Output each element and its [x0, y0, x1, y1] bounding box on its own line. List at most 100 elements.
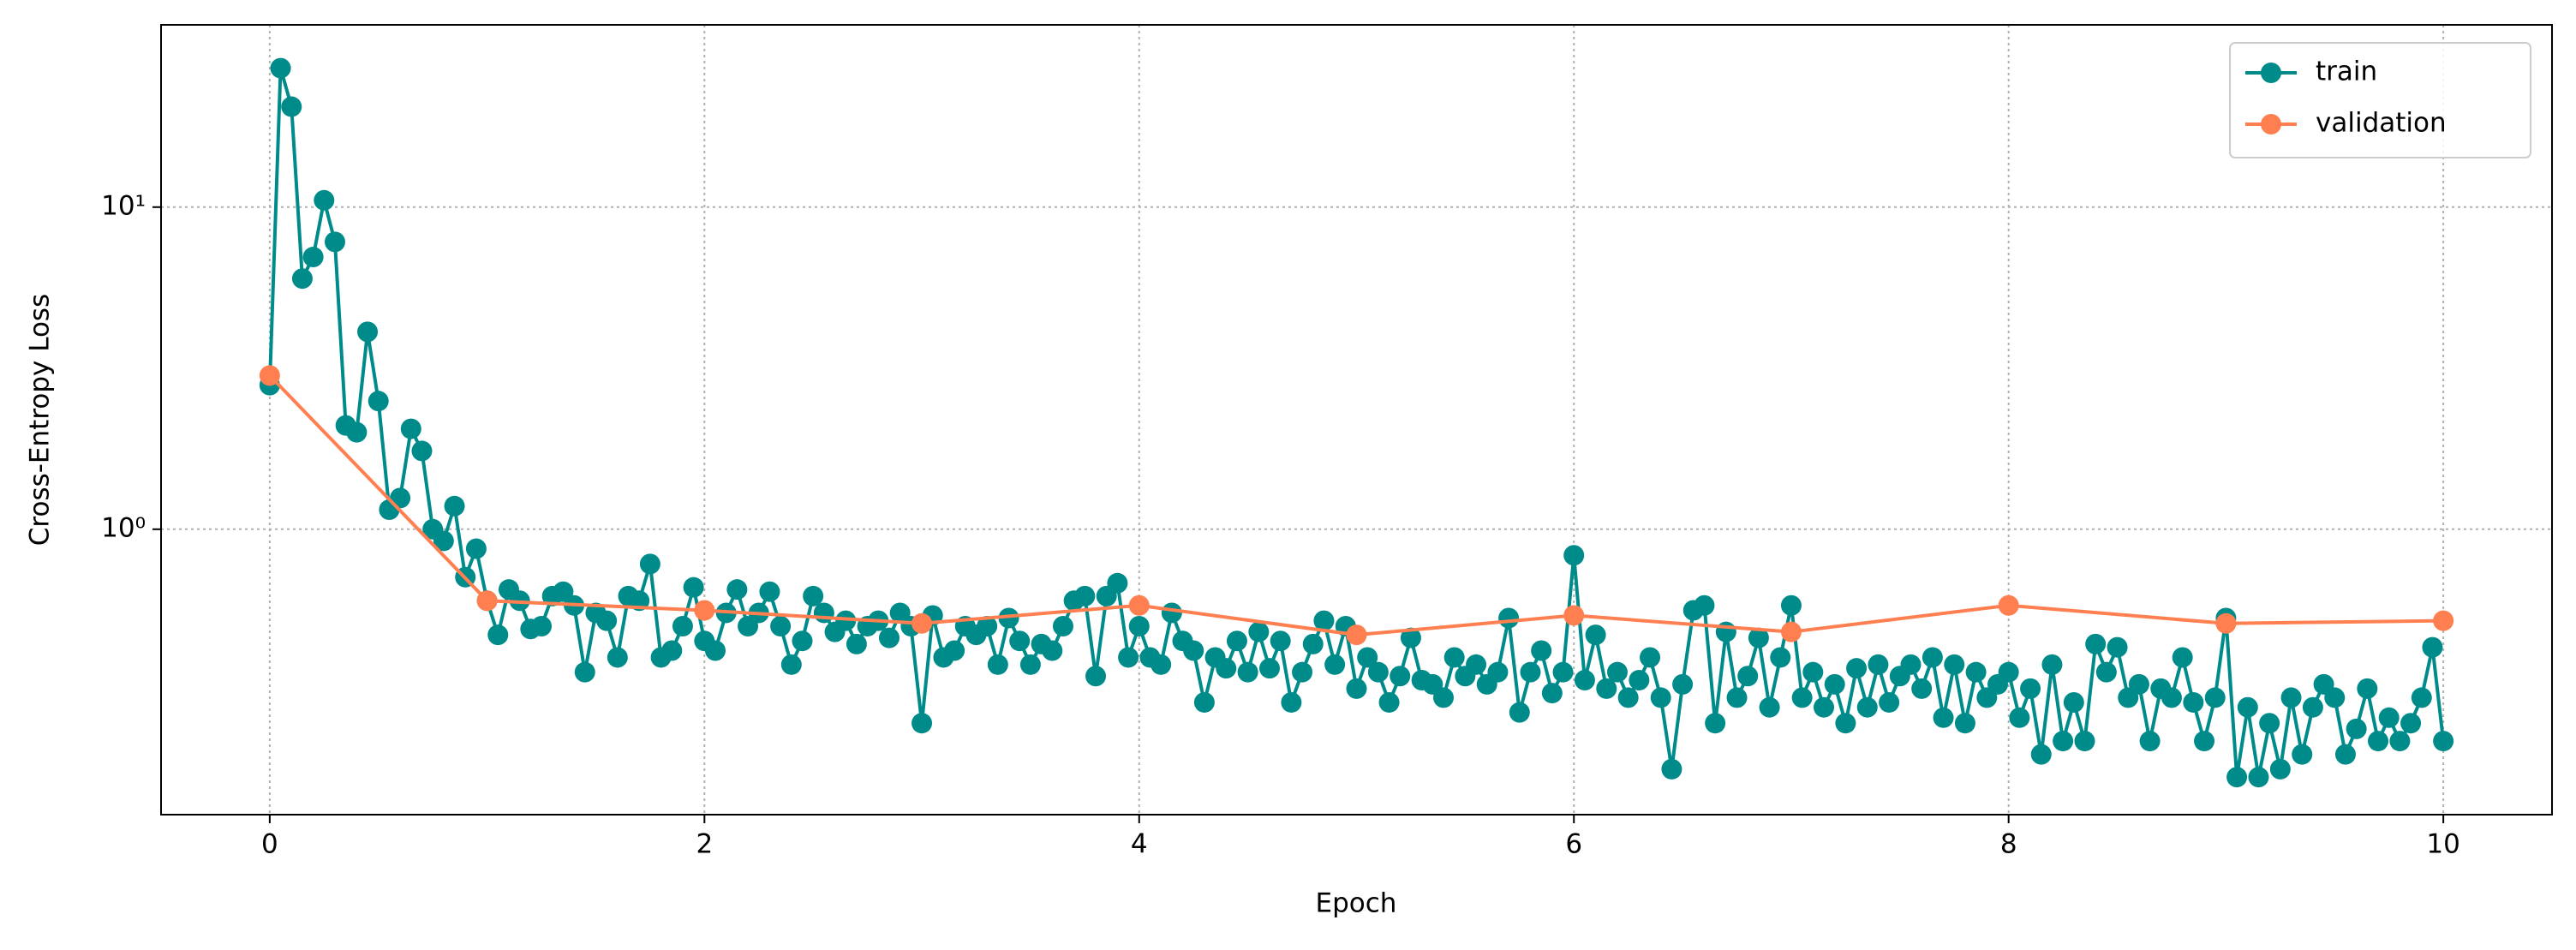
data-point: [1694, 594, 1715, 616]
legend-marker: [2261, 63, 2281, 83]
data-point: [314, 189, 335, 211]
data-point: [2389, 731, 2411, 752]
data-point: [1868, 654, 1889, 675]
data-point: [607, 647, 628, 668]
data-point: [1759, 696, 1780, 718]
data-point: [2433, 731, 2454, 752]
data-point: [2357, 678, 2378, 699]
data-point: [911, 612, 933, 634]
data-point: [1585, 624, 1606, 646]
data-point: [1443, 647, 1465, 668]
data-point: [1726, 687, 1748, 708]
data-point: [2334, 744, 2356, 765]
data-point: [1019, 654, 1041, 675]
data-point: [2302, 696, 2323, 718]
data-point: [770, 616, 792, 637]
data-point: [2095, 661, 2117, 683]
data-point: [2009, 707, 2030, 728]
data-point: [465, 538, 487, 559]
data-point: [780, 654, 802, 675]
data-point: [1292, 661, 1313, 683]
plot-frame: [160, 24, 2553, 816]
data-point: [346, 421, 368, 443]
data-point: [1824, 673, 1845, 695]
data-point: [2411, 687, 2432, 708]
data-point: [1161, 602, 1182, 624]
data-point: [878, 627, 900, 648]
data-point: [1128, 594, 1150, 616]
data-point: [705, 640, 726, 661]
data-point: [2107, 636, 2128, 658]
data-point: [1629, 669, 1650, 690]
x-tick-label: 6: [1565, 829, 1582, 860]
data-point: [531, 616, 553, 637]
data-point: [1944, 654, 1965, 675]
data-point: [1856, 696, 1878, 718]
data-point: [1128, 616, 1150, 637]
data-point: [2259, 713, 2280, 734]
data-point: [661, 640, 683, 661]
data-point: [1509, 702, 1530, 723]
data-point: [1281, 691, 1302, 713]
data-point: [2237, 696, 2258, 718]
data-point: [1378, 691, 1400, 713]
data-point: [1998, 661, 2019, 683]
data-point: [1324, 654, 1346, 675]
data-point: [1357, 647, 1378, 668]
data-point: [1237, 661, 1258, 683]
data-point: [911, 713, 933, 734]
data-point: [2128, 673, 2149, 695]
data-point: [1390, 666, 1411, 687]
data-point: [1183, 640, 1204, 661]
legend-label: validation: [2316, 108, 2447, 139]
data-point: [1563, 605, 1585, 626]
data-point: [2280, 687, 2302, 708]
data-point: [694, 600, 715, 621]
data-point: [1346, 624, 1367, 646]
data-point: [357, 321, 379, 343]
data-point: [1606, 661, 1628, 683]
x-tick-label: 8: [2000, 829, 2017, 860]
data-point: [1313, 610, 1335, 631]
x-tick-label: 2: [696, 829, 713, 860]
data-point: [433, 530, 454, 552]
y-tick-label: 10¹: [101, 190, 146, 221]
data-point: [1998, 594, 2019, 616]
data-point: [1541, 683, 1563, 704]
data-point: [2194, 731, 2215, 752]
data-point: [596, 610, 618, 631]
data-point: [400, 418, 421, 439]
data-point: [1846, 658, 1868, 679]
data-point: [2422, 636, 2443, 658]
data-point: [2053, 731, 2074, 752]
data-point: [1259, 658, 1281, 679]
data-point: [1118, 647, 1139, 668]
data-point: [1552, 661, 1574, 683]
data-point: [1520, 661, 1541, 683]
data-point: [813, 602, 834, 624]
data-point: [1911, 678, 1933, 699]
data-point: [1151, 654, 1172, 675]
data-point: [1650, 687, 1671, 708]
data-point: [726, 579, 748, 600]
data-point: [1802, 661, 1824, 683]
data-point: [1705, 713, 1726, 734]
data-point: [1737, 666, 1759, 687]
data-point: [1466, 654, 1487, 675]
data-point: [2074, 731, 2095, 752]
data-point: [2269, 758, 2291, 780]
data-point: [259, 365, 280, 386]
data-point: [1052, 616, 1073, 637]
data-point: [2226, 767, 2248, 788]
data-point: [1270, 630, 1291, 652]
data-point: [1574, 669, 1595, 690]
data-point: [1563, 545, 1585, 566]
data-point: [2030, 744, 2052, 765]
data-point: [411, 440, 433, 462]
data-point: [302, 247, 324, 268]
data-point: [803, 585, 824, 606]
data-point: [1922, 647, 1943, 668]
data-point: [639, 553, 660, 575]
data-point: [2433, 610, 2454, 631]
data-point: [998, 607, 1019, 629]
